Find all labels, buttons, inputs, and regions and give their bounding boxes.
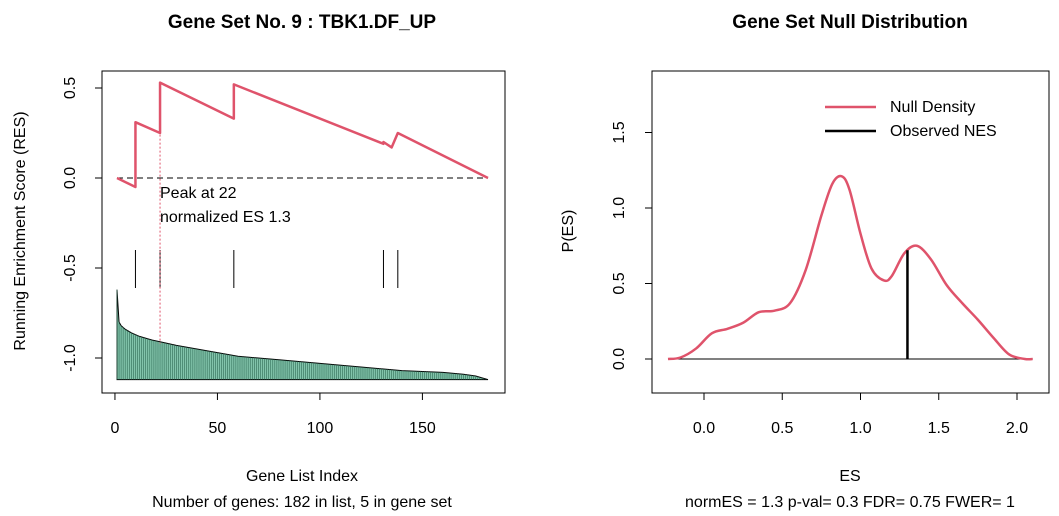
- peak-annotation: Peak at 22: [160, 185, 237, 202]
- null-y-label: P(ES): [560, 210, 577, 253]
- y-tick-label: 1.0: [611, 197, 628, 219]
- y-tick-label: -1.0: [62, 344, 79, 372]
- x-tick-label: 150: [409, 420, 436, 437]
- normalized-es-annotation: normalized ES 1.3: [160, 209, 291, 226]
- x-tick-label: 0.5: [771, 420, 793, 437]
- null-x-label: ES: [839, 468, 860, 485]
- ranked-metric-fill: [116, 289, 489, 381]
- x-tick-label: 1.0: [849, 420, 871, 437]
- x-tick-label: 0.0: [693, 420, 715, 437]
- null-subtitle: normES = 1.3 p-val= 0.3 FDR= 0.75 FWER= …: [685, 494, 1015, 511]
- enrichment-plot-frame: [101, 70, 506, 394]
- x-tick-label: 100: [307, 420, 334, 437]
- legend: Null Density Observed NES: [825, 99, 997, 140]
- enrichment-title: Gene Set No. 9 : TBK1.DF_UP: [168, 12, 436, 33]
- enrichment-x-axis: 0 50 100 150: [110, 393, 436, 437]
- null-density-curve: [667, 174, 1033, 361]
- legend-observed-nes-label: Observed NES: [890, 123, 997, 140]
- enrichment-subtitle: Number of genes: 182 in list, 5 in gene …: [152, 494, 452, 511]
- null-plot-frame: [651, 70, 1050, 394]
- x-tick-label: 1.5: [928, 420, 950, 437]
- ranked-metric-area: [116, 289, 489, 381]
- y-tick-label: 0.5: [62, 77, 79, 99]
- null-y-axis: 0.0 0.5 1.0 1.5: [611, 121, 652, 370]
- x-tick-label: 0: [110, 420, 119, 437]
- enrichment-x-label: Gene List Index: [246, 468, 358, 485]
- null-distribution-title: Gene Set Null Distribution: [732, 12, 967, 33]
- enrichment-y-axis: -1.0 -0.5 0.0 0.5: [62, 77, 102, 372]
- null-x-axis: 0.0 0.5 1.0 1.5 2.0: [693, 393, 1028, 437]
- legend-null-density-label: Null Density: [890, 99, 975, 116]
- y-tick-label: -0.5: [62, 254, 79, 282]
- y-tick-label: 0.0: [611, 348, 628, 370]
- enrichment-panel: Gene Set No. 9 : TBK1.DF_UP -1.0 -0.5 0.0 0…: [12, 12, 506, 511]
- gene-hit-ticks: [134, 250, 399, 288]
- enrichment-y-label: Running Enrichment Score (RES): [12, 111, 29, 350]
- running-enrichment-line: [116, 81, 489, 189]
- y-tick-label: 0.0: [62, 167, 79, 189]
- x-tick-label: 2.0: [1006, 420, 1028, 437]
- y-tick-label: 0.5: [611, 272, 628, 294]
- x-tick-label: 50: [209, 420, 227, 437]
- null-distribution-panel: Gene Set Null Distribution 0.00.51.01.5 …: [560, 12, 1050, 511]
- y-tick-label: 1.5: [611, 121, 628, 143]
